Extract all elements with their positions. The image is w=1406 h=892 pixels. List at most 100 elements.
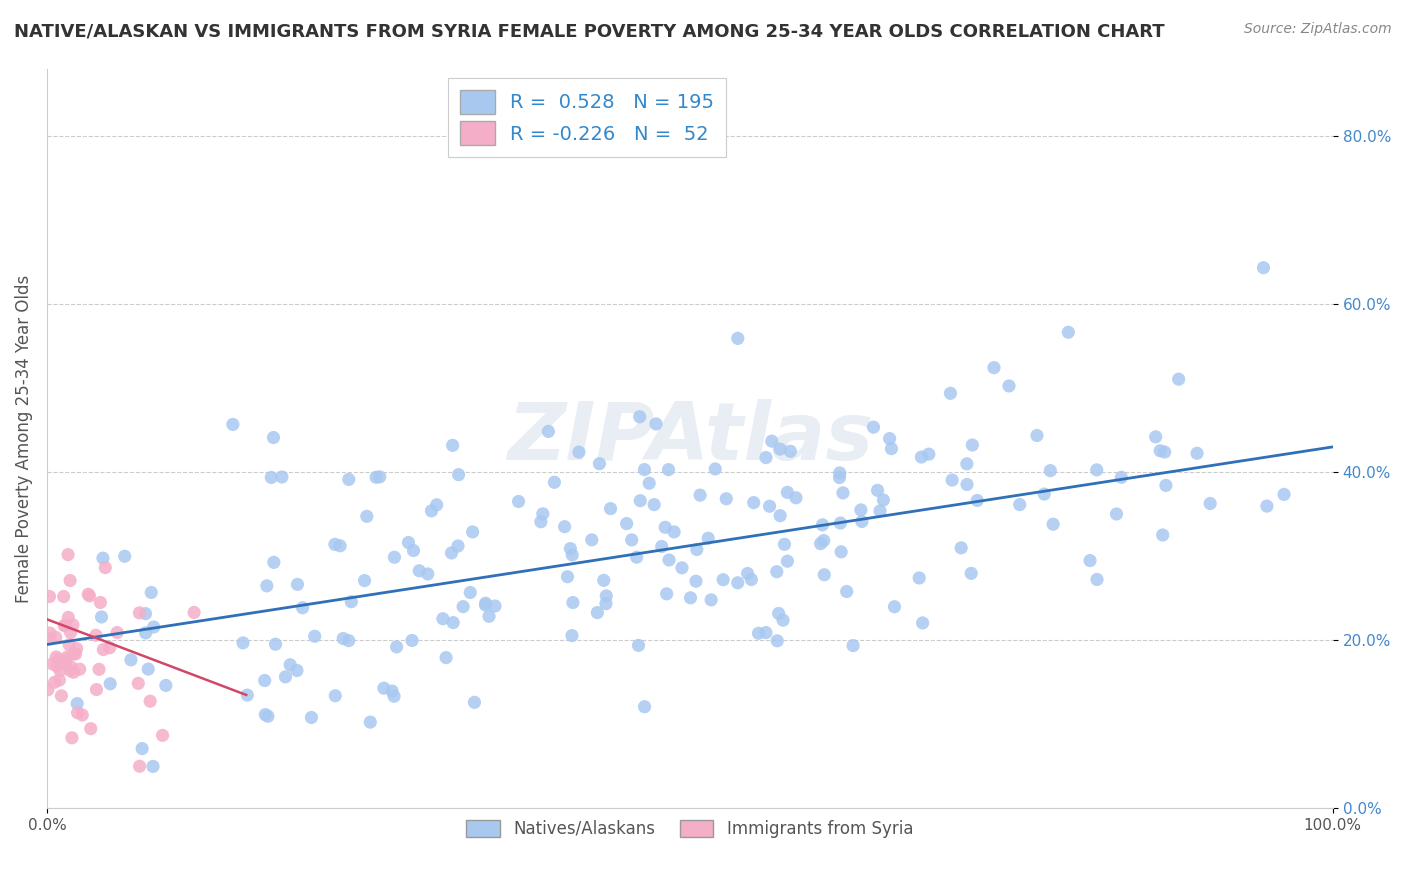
Point — [1057, 325, 1080, 339]
Point — [851, 515, 873, 529]
Point — [761, 434, 783, 449]
Point — [599, 501, 621, 516]
Point — [740, 573, 762, 587]
Point — [426, 498, 449, 512]
Point — [66, 641, 89, 656]
Point — [1111, 470, 1133, 484]
Point — [38, 632, 60, 646]
Point — [628, 493, 651, 508]
Point — [62, 618, 84, 632]
Point — [38, 590, 60, 604]
Point — [758, 500, 780, 514]
Point — [256, 579, 278, 593]
Point — [474, 596, 496, 610]
Point — [304, 629, 326, 643]
Point — [654, 520, 676, 534]
Point — [48, 673, 70, 687]
Point — [557, 570, 579, 584]
Point — [141, 585, 163, 599]
Point — [655, 587, 678, 601]
Point — [1199, 496, 1222, 510]
Point — [1026, 428, 1049, 442]
Point — [301, 710, 323, 724]
Point — [1272, 487, 1295, 501]
Point — [1008, 498, 1031, 512]
Point — [142, 620, 165, 634]
Point — [872, 493, 894, 508]
Point — [966, 493, 988, 508]
Point — [416, 566, 439, 581]
Point — [463, 695, 485, 709]
Point — [918, 447, 941, 461]
Point — [72, 708, 94, 723]
Point — [908, 571, 931, 585]
Point — [373, 681, 395, 696]
Point — [114, 549, 136, 564]
Point — [685, 574, 707, 589]
Point — [616, 516, 638, 531]
Point — [627, 639, 650, 653]
Point — [381, 684, 404, 698]
Point — [447, 467, 470, 482]
Point — [278, 657, 301, 672]
Point — [274, 670, 297, 684]
Point — [910, 450, 932, 464]
Point — [568, 445, 591, 459]
Point — [65, 647, 87, 661]
Point — [737, 566, 759, 581]
Point — [41, 657, 63, 671]
Point — [152, 728, 174, 742]
Point — [86, 682, 108, 697]
Point — [89, 595, 111, 609]
Point — [56, 649, 79, 664]
Point — [537, 425, 560, 439]
Point — [87, 662, 110, 676]
Point — [835, 584, 858, 599]
Point — [353, 574, 375, 588]
Point — [254, 707, 277, 722]
Point — [291, 600, 314, 615]
Point — [382, 690, 405, 704]
Point — [1033, 487, 1056, 501]
Point — [337, 472, 360, 486]
Point — [765, 565, 787, 579]
Point — [830, 545, 852, 559]
Point — [810, 536, 832, 550]
Point — [748, 626, 770, 640]
Point — [643, 498, 665, 512]
Point — [776, 554, 799, 568]
Point — [779, 444, 801, 458]
Point — [37, 682, 59, 697]
Point — [755, 625, 778, 640]
Point — [530, 515, 553, 529]
Point — [60, 731, 83, 745]
Point — [105, 625, 128, 640]
Point — [697, 531, 720, 545]
Point — [939, 386, 962, 401]
Point — [48, 652, 70, 666]
Point — [66, 697, 89, 711]
Point — [66, 706, 89, 720]
Point — [263, 555, 285, 569]
Text: Source: ZipAtlas.com: Source: ZipAtlas.com — [1244, 22, 1392, 37]
Point — [236, 688, 259, 702]
Point — [628, 409, 651, 424]
Point — [879, 432, 901, 446]
Point — [59, 574, 82, 588]
Point — [941, 473, 963, 487]
Point — [956, 457, 979, 471]
Point — [127, 676, 149, 690]
Point — [262, 430, 284, 444]
Point — [59, 625, 82, 640]
Point — [1085, 463, 1108, 477]
Point — [561, 629, 583, 643]
Point — [671, 561, 693, 575]
Point — [1042, 517, 1064, 532]
Point — [135, 626, 157, 640]
Point — [45, 649, 67, 664]
Point — [94, 560, 117, 574]
Point — [645, 417, 668, 431]
Point — [849, 503, 872, 517]
Point — [260, 470, 283, 484]
Point — [93, 642, 115, 657]
